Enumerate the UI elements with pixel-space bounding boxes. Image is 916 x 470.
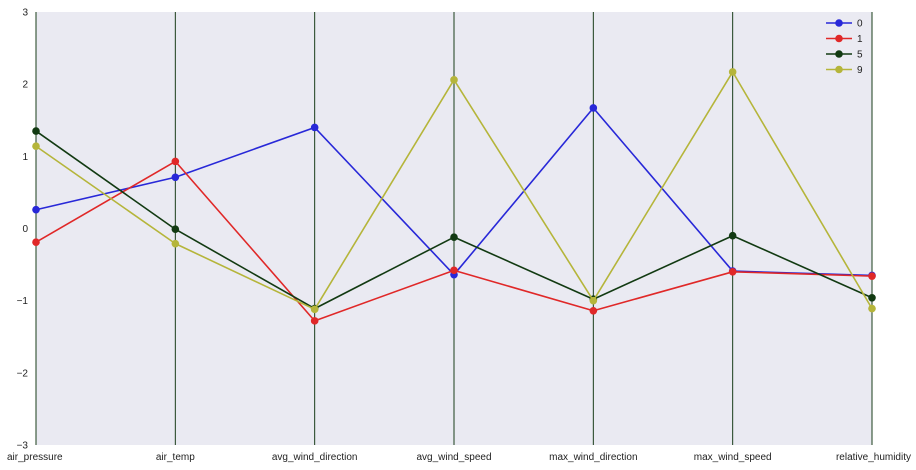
legend-label: 5: [857, 50, 863, 61]
y-tick-label: −2: [17, 368, 29, 379]
data-point: [32, 238, 40, 247]
x-tick-label: relative_humidity: [836, 452, 911, 463]
data-point: [450, 233, 458, 241]
legend-swatch-marker: [835, 19, 843, 27]
y-tick-label: −1: [17, 296, 29, 307]
x-tick-label: avg_wind_direction: [272, 452, 358, 463]
data-point: [171, 173, 180, 182]
data-point: [32, 142, 40, 151]
x-tick-label: max_wind_direction: [549, 452, 637, 463]
legend-item-9: 9: [826, 65, 863, 76]
legend-label: 0: [857, 19, 863, 30]
y-tick-label: 0: [22, 224, 28, 235]
data-point: [310, 305, 319, 314]
data-point: [728, 268, 737, 276]
y-tick-label: 3: [22, 8, 28, 19]
legend-swatch-marker: [835, 34, 843, 43]
data-point: [450, 76, 458, 84]
y-tick-label: 1: [22, 152, 28, 163]
x-tick-labels: air_pressure air_temp avg_wind_direction av…: [7, 452, 911, 463]
data-point: [171, 225, 180, 234]
y-tick-label: 2: [22, 80, 28, 91]
legend: 0 1 5 9: [826, 19, 863, 76]
data-point: [310, 123, 319, 132]
data-point: [171, 239, 180, 248]
legend-item-0: 0: [826, 19, 863, 30]
legend-label: 9: [857, 65, 863, 76]
legend-item-5: 5: [826, 50, 863, 61]
data-point: [589, 104, 598, 112]
series-lines: [32, 68, 876, 325]
data-point: [171, 157, 180, 166]
y-tick-label: −3: [17, 441, 29, 452]
data-point: [310, 317, 319, 325]
x-tick-label: air_pressure: [7, 452, 63, 463]
legend-item-1: 1: [826, 34, 863, 45]
data-point: [728, 231, 737, 240]
y-tick-labels: −3 −2 −1 0 1 2 3: [17, 8, 29, 452]
data-point: [589, 306, 598, 315]
data-point: [589, 296, 598, 305]
x-tick-label: avg_wind_speed: [416, 452, 491, 463]
data-point: [728, 68, 737, 76]
x-tick-label: air_temp: [156, 452, 195, 463]
data-point: [32, 205, 40, 214]
data-point: [868, 304, 876, 313]
series-9: [32, 68, 876, 314]
series-1: [32, 157, 876, 325]
legend-label: 1: [857, 34, 863, 45]
x-tick-label: max_wind_speed: [694, 452, 772, 463]
legend-swatch-marker: [835, 65, 843, 74]
data-point: [868, 293, 876, 302]
legend-swatch-marker: [835, 50, 843, 58]
data-point: [32, 127, 40, 135]
data-point: [450, 266, 458, 275]
data-point: [868, 272, 876, 280]
